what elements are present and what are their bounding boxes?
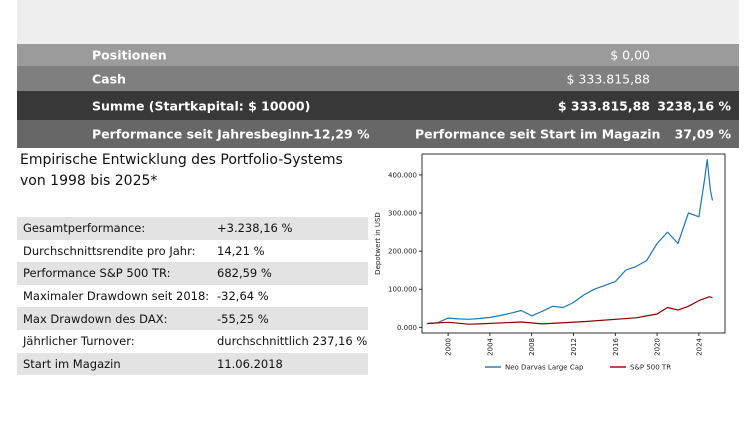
x-tick-label: 2016 xyxy=(612,337,620,355)
stat-value: 682,59 % xyxy=(217,266,272,281)
stat-label: Jährlicher Turnover: xyxy=(23,334,135,349)
cash-label: Cash xyxy=(92,71,126,86)
stat-value: +3.238,16 % xyxy=(217,221,293,236)
ytd-label: Performance seit Jahresbeginn xyxy=(92,126,310,142)
section-heading: Empirische Entwicklung des Portfolio-Sys… xyxy=(20,150,365,192)
legend-label: S&P 500 TR xyxy=(630,364,671,372)
stats-table: Gesamtperformance: +3.238,16 % Durchschn… xyxy=(17,217,368,376)
stat-row: Jährlicher Turnover: durchschnittlich 23… xyxy=(17,330,368,353)
series-line-0 xyxy=(427,159,714,325)
since-start-value: 37,09 % xyxy=(674,126,731,142)
cash-value: $ 333.815,88 xyxy=(566,71,651,86)
legend-label: Neo Darvas Large Cap xyxy=(505,364,584,372)
x-tick-label: 2000 xyxy=(445,338,453,356)
stat-label: Start im Magazin xyxy=(23,356,121,371)
stat-label: Maximaler Drawdown seit 2018: xyxy=(23,289,210,304)
stat-value: durchschnittlich 237,16 % xyxy=(217,334,368,349)
x-tick-label: 2020 xyxy=(654,338,662,356)
stat-label: Performance S&P 500 TR: xyxy=(23,266,171,281)
stat-value: 11.06.2018 xyxy=(217,356,283,371)
total-percent: 3238,16 % xyxy=(657,98,731,113)
y-tick-label: 400.000 xyxy=(388,171,417,179)
stat-row: Start im Magazin 11.06.2018 xyxy=(17,352,368,376)
stat-row: Max Drawdown des DAX: -55,25 % xyxy=(17,307,368,330)
stat-label: Gesamtperformance: xyxy=(23,221,146,236)
stat-value: -55,25 % xyxy=(217,311,269,326)
positions-value: $ 0,00 xyxy=(610,47,650,63)
y-tick-label: 0.000 xyxy=(397,324,417,332)
positions-row: Positionen $ 0,00 xyxy=(17,44,739,66)
y-tick-label: 300.000 xyxy=(388,210,417,218)
total-value: $ 333.815,88 xyxy=(557,98,650,113)
performance-row: Performance seit Jahresbeginn -12,29 % P… xyxy=(17,120,739,148)
x-tick-label: 2008 xyxy=(528,338,536,356)
x-tick-label: 2024 xyxy=(695,337,703,355)
portfolio-chart: 0.000 100.000 200.000 300.000 400.000 2000 200… xyxy=(374,153,726,372)
x-tick-label: 2004 xyxy=(486,337,494,355)
series-line-1 xyxy=(427,296,713,325)
stat-row: Durchschnittsrendite pro Jahr: 14,21 % xyxy=(17,240,368,263)
stat-value: -32,64 % xyxy=(217,289,269,304)
plot-area xyxy=(421,153,726,334)
since-start-label: Performance seit Start im Magazin xyxy=(415,126,661,142)
stat-value: 14,21 % xyxy=(217,243,265,258)
y-tick-label: 100.000 xyxy=(388,286,417,294)
y-axis-label: Depotwert in USD xyxy=(374,212,382,275)
top-blank-panel xyxy=(17,0,739,44)
ytd-value: -12,29 % xyxy=(308,126,370,142)
heading-line-1: Empirische Entwicklung des Portfolio-Sys… xyxy=(20,152,343,168)
stat-row: Gesamtperformance: +3.238,16 % xyxy=(17,217,368,240)
heading-line-2: von 1998 bis 2025* xyxy=(20,173,158,189)
stat-label: Max Drawdown des DAX: xyxy=(23,311,168,326)
x-tick-label: 2012 xyxy=(570,338,578,356)
stat-label: Durchschnittsrendite pro Jahr: xyxy=(23,243,196,258)
positions-label: Positionen xyxy=(92,47,167,63)
total-label: Summe (Startkapital: $ 10000) xyxy=(92,98,311,113)
stat-row: Performance S&P 500 TR: 682,59 % xyxy=(17,262,368,285)
cash-row: Cash $ 333.815,88 xyxy=(17,66,739,91)
total-row: Summe (Startkapital: $ 10000) $ 333.815,… xyxy=(17,91,739,120)
y-tick-label: 200.000 xyxy=(388,248,417,256)
stat-row: Maximaler Drawdown seit 2018: -32,64 % xyxy=(17,285,368,308)
